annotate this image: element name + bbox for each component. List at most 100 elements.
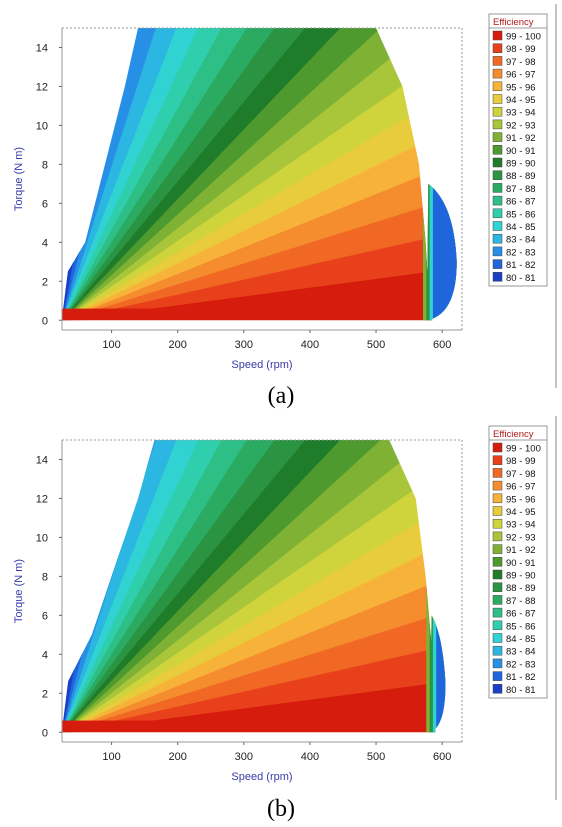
y-tick-label: 8 [42, 159, 48, 171]
legend-label: 92 - 93 [506, 532, 536, 543]
x-tick-label: 100 [102, 339, 120, 351]
efficiency-band [62, 28, 457, 321]
legend-label: 84 - 85 [506, 634, 536, 645]
legend-label: 82 - 83 [506, 247, 536, 258]
efficiency-band [62, 440, 446, 733]
efficiency-band [62, 28, 457, 321]
x-tick-label: 300 [235, 339, 253, 351]
y-tick-label: 6 [42, 198, 48, 210]
legend-swatch [492, 645, 503, 656]
chart-panel-b: 100 200 300 400 500 600 0 2 4 6 8 10 12 14 Speed (rpm)… [0, 412, 562, 804]
legend-label: 94 - 95 [506, 95, 536, 106]
legend-label: 99 - 100 [506, 444, 541, 455]
y-axis-label: Torque (N m) [13, 147, 25, 211]
efficiency-band [62, 28, 457, 321]
legend-swatch [492, 607, 503, 618]
efficiency-band [62, 28, 428, 321]
efficiency-band [62, 28, 457, 321]
y-tick-label: 0 [42, 315, 48, 327]
legend-swatch [492, 106, 503, 117]
legend-label: 81 - 82 [506, 672, 536, 683]
legend-swatch [492, 684, 503, 694]
legend-label: 84 - 85 [506, 222, 536, 233]
legend-swatch [492, 145, 503, 155]
efficiency-band [62, 440, 446, 733]
x-tick-label: 100 [102, 751, 120, 763]
efficiency-band [62, 440, 446, 733]
efficiency-band [62, 468, 446, 733]
efficiency-band [62, 28, 457, 321]
y-axis-label: Torque (N m) [13, 559, 25, 623]
legend-label: 93 - 94 [506, 108, 536, 119]
legend-swatch [492, 531, 503, 542]
efficiency-band [62, 162, 457, 321]
legend-label: 80 - 81 [506, 273, 536, 284]
y-tick-label: 6 [42, 610, 48, 622]
y-tick-label: 10 [36, 120, 48, 132]
legend-swatch [492, 518, 503, 529]
efficiency-band [62, 440, 446, 733]
legend-label: 96 - 97 [506, 70, 536, 81]
legend-label: 87 - 88 [506, 184, 536, 195]
efficiency-band [62, 440, 446, 733]
chart-svg-a: 100 200 300 400 500 600 0 2 4 6 8 10 12 14 Speed (rpm)… [13, 4, 557, 388]
x-tick-label: 600 [433, 751, 451, 763]
efficiency-band [62, 720, 446, 733]
efficiency-band [436, 440, 446, 733]
legend-swatch [492, 30, 503, 41]
x-tick-label: 300 [235, 751, 253, 763]
legend-label: 97 - 98 [506, 469, 536, 480]
legend-label: 81 - 82 [506, 260, 536, 271]
x-axis-label: Speed (rpm) [231, 771, 292, 783]
x-tick-label: 600 [433, 339, 451, 351]
y-tick-label: 8 [42, 571, 48, 583]
legend-label: 90 - 91 [506, 558, 536, 569]
legend-label: 90 - 91 [506, 146, 536, 157]
legend-label: 83 - 84 [506, 647, 536, 658]
legend-swatch [492, 157, 503, 168]
x-tick-label: 200 [169, 751, 187, 763]
legend-swatch [492, 208, 503, 219]
x-tick-label: 400 [301, 339, 319, 351]
legend-label: 95 - 96 [506, 494, 536, 505]
y-tick-label: 2 [42, 688, 48, 700]
y-tick-label: 0 [42, 727, 48, 739]
legend-swatch [492, 272, 503, 282]
y-tick-label: 4 [42, 649, 48, 661]
legend-swatch [492, 68, 503, 79]
efficiency-band [62, 28, 457, 321]
legend-label: 97 - 98 [506, 57, 536, 68]
legend-swatch [492, 183, 503, 193]
efficiency-band [62, 440, 446, 733]
efficiency-band [62, 440, 446, 733]
legend-label: 85 - 86 [506, 209, 536, 220]
legend-label: 87 - 88 [506, 596, 536, 607]
legend-swatch [492, 56, 503, 66]
efficiency-band [62, 28, 457, 321]
legend-swatch [492, 233, 503, 244]
legend-swatch [492, 132, 503, 142]
chart-svg-b: 100 200 300 400 500 600 0 2 4 6 8 10 12 14 Speed (rpm)… [13, 416, 557, 800]
legend-title: Efficiency [493, 429, 534, 440]
x-tick-label: 400 [301, 751, 319, 763]
efficiency-band [62, 28, 457, 321]
legend-label: 82 - 83 [506, 659, 536, 670]
x-tick-label: 500 [367, 751, 385, 763]
legend-label: 83 - 84 [506, 235, 536, 246]
legend-label: 96 - 97 [506, 482, 536, 493]
efficiency-band [62, 28, 457, 321]
legend-label: 95 - 96 [506, 82, 536, 93]
efficiency-band [62, 440, 446, 733]
efficiency-band [62, 28, 457, 321]
y-tick-label: 10 [36, 532, 48, 544]
legend-swatch [492, 480, 503, 491]
legend-label: 88 - 89 [506, 171, 536, 182]
efficiency-band [432, 28, 457, 321]
efficiency-band [62, 56, 457, 321]
legend-label: 98 - 99 [506, 44, 536, 55]
caption-a: (a) [267, 383, 295, 409]
legend-swatch [492, 633, 503, 643]
efficiency-contour-bands [62, 28, 457, 321]
legend-swatch [492, 455, 503, 465]
